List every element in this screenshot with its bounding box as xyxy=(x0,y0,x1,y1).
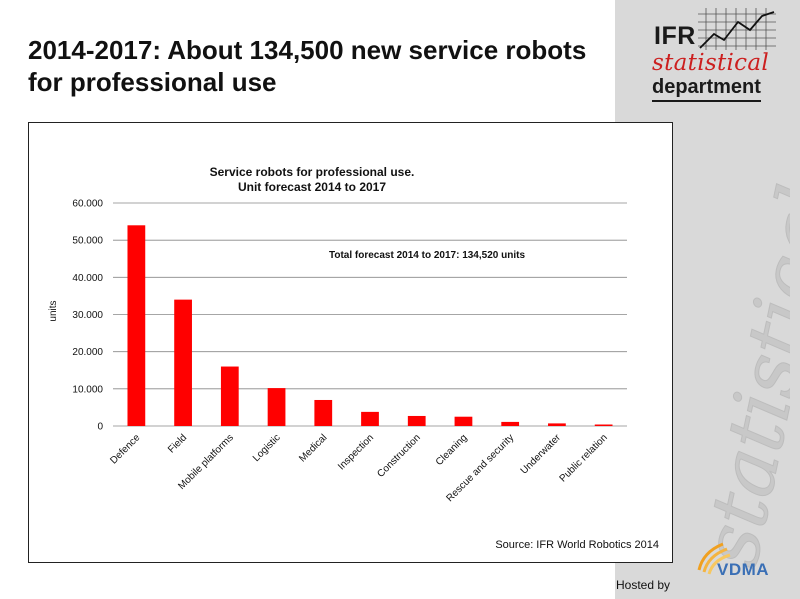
logo-statistical-text: statistical xyxy=(652,50,770,76)
bar-public-relation xyxy=(594,424,613,426)
y-tick-label: 50.000 xyxy=(72,236,103,247)
chart-subtitle: Unit forecast 2014 to 2017 xyxy=(238,180,386,194)
watermark-text: statistical xyxy=(686,178,790,574)
bar-logistic xyxy=(267,388,286,426)
y-tick-label: 60.000 xyxy=(72,199,103,210)
bar-mobile-platforms xyxy=(220,366,239,426)
y-tick-label: 30.000 xyxy=(72,310,103,321)
statistical-watermark: statistical xyxy=(640,140,790,580)
bar-medical xyxy=(314,399,333,426)
chart-annotation: Total forecast 2014 to 2017: 134,520 uni… xyxy=(329,250,525,261)
vdma-swoosh-icon xyxy=(697,542,731,575)
vdma-text: VDMA xyxy=(717,560,770,579)
y-axis-label: units xyxy=(48,300,59,321)
y-tick-label: 10.000 xyxy=(72,384,103,395)
chart-frame: Service robots for professional use. Uni… xyxy=(28,122,673,563)
chart-title: Service robots for professional use. xyxy=(210,165,415,179)
page-title: 2014-2017: About 134,500 new service rob… xyxy=(28,35,587,97)
chart-source: Source: IFR World Robotics 2014 xyxy=(495,539,659,551)
bar-inspection xyxy=(361,411,379,426)
y-tick-label: 20.000 xyxy=(72,347,103,358)
bar-construction xyxy=(407,415,426,426)
bar-chart: Service robots for professional use. Uni… xyxy=(48,165,627,504)
x-tick-label: Cleaning xyxy=(434,432,470,468)
bar-cleaning xyxy=(454,416,473,426)
bar-rescue-and-security xyxy=(501,421,520,426)
logo-chart-icon xyxy=(698,8,776,50)
y-tick-label: 0 xyxy=(97,422,103,433)
bar-underwater xyxy=(548,423,566,426)
logo-ifr-text: IFR xyxy=(654,22,696,50)
x-tick-label: Field xyxy=(166,432,189,455)
x-tick-label: Medical xyxy=(297,432,329,464)
vdma-logo: VDMA xyxy=(693,540,793,590)
x-tick-label: Inspection xyxy=(336,432,376,472)
ifr-logo: IFR statistical department xyxy=(648,6,788,102)
y-tick-label: 40.000 xyxy=(72,273,103,284)
bar-defence xyxy=(127,225,146,426)
bar-field xyxy=(174,299,192,426)
x-tick-label: Public relation xyxy=(558,432,610,484)
watermark-graphic: statistical xyxy=(685,178,790,575)
logo-department-text: department xyxy=(652,76,761,102)
x-tick-label: Underwater xyxy=(519,432,564,477)
x-tick-label: Logistic xyxy=(251,432,283,464)
x-tick-label: Construction xyxy=(375,432,422,479)
x-tick-label: Defence xyxy=(108,432,142,466)
hosted-by-label: Hosted by xyxy=(616,578,671,592)
